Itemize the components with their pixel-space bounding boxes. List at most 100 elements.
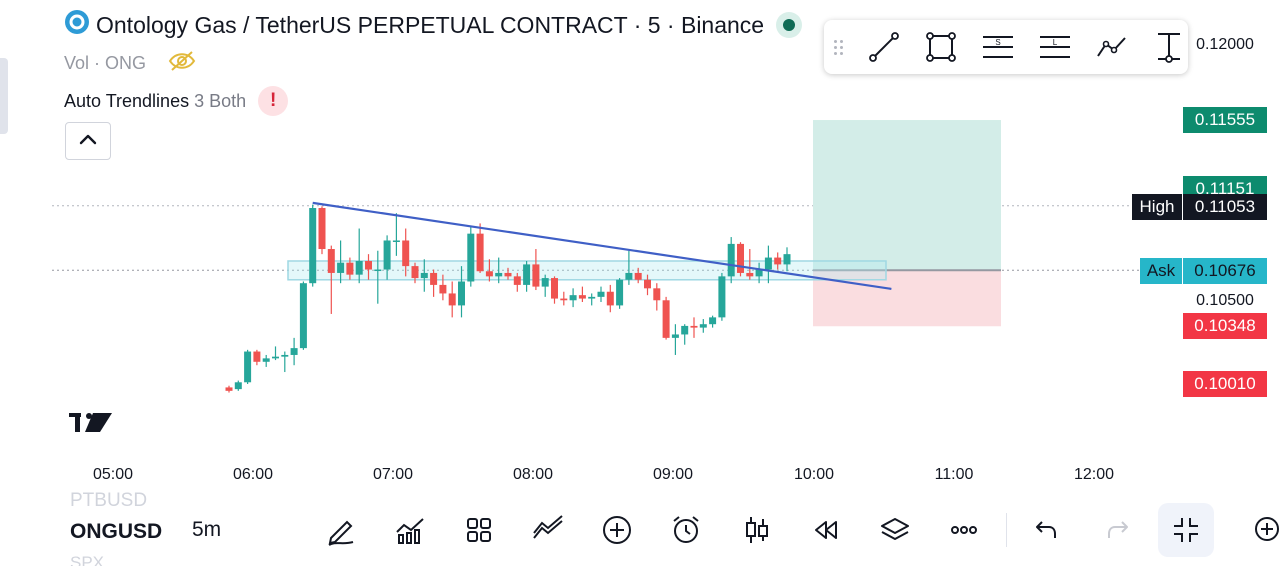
candle-body <box>690 325 698 328</box>
candle-body <box>467 233 475 282</box>
add-icon[interactable] <box>597 510 637 550</box>
candle-body <box>346 262 354 275</box>
interval-button[interactable]: 5m <box>192 518 222 541</box>
watchlist-prev-symbol[interactable]: PTBUSD <box>70 490 148 511</box>
candle-body <box>597 291 605 297</box>
candle-body <box>309 208 317 284</box>
candle-body <box>458 281 465 306</box>
high-tag: High <box>1132 194 1182 220</box>
symbol-title: Ontology Gas / TetherUS PERPETUAL CONTRA… <box>96 11 765 38</box>
candle-body <box>755 269 763 277</box>
fib-letter: S <box>995 38 1000 47</box>
candle-body <box>699 324 707 328</box>
candle-body <box>290 348 298 355</box>
measure-icon[interactable] <box>1150 28 1188 66</box>
candle-body <box>764 257 772 270</box>
fib-icon[interactable]: S <box>979 28 1017 66</box>
ask-price-label: 0.10676 <box>1183 258 1267 284</box>
candle-body <box>439 284 447 294</box>
layouts-icon[interactable] <box>459 510 499 550</box>
stop-price-label: 0.10348 <box>1183 313 1267 339</box>
trend-line-icon[interactable] <box>865 28 903 66</box>
candle-body <box>681 325 689 335</box>
time-tick: 06:00 <box>232 466 274 483</box>
profit-zone <box>813 120 1001 271</box>
candle-body <box>262 358 270 362</box>
ask-tag: Ask <box>1140 258 1182 284</box>
replay-icon[interactable] <box>806 510 846 550</box>
candle-body <box>411 266 419 279</box>
redo-icon[interactable] <box>1097 510 1137 550</box>
candle-body <box>634 272 642 280</box>
time-tick: 08:00 <box>512 466 554 483</box>
path-icon[interactable] <box>1093 28 1131 66</box>
side-panel-handle[interactable] <box>0 58 8 134</box>
level-letter: L <box>1053 38 1058 47</box>
candle-body <box>402 240 410 267</box>
more-icon[interactable] <box>944 510 984 550</box>
layers-icon[interactable] <box>875 510 915 550</box>
volume-label: Vol · ONG <box>64 53 147 73</box>
draw-icon[interactable] <box>321 510 361 550</box>
collapse-legend-button[interactable] <box>65 122 111 160</box>
candle-body <box>653 288 661 301</box>
candle-body <box>746 272 754 277</box>
candle-body <box>783 254 791 265</box>
candle-body <box>616 279 624 306</box>
indicator-legend[interactable]: Auto Trendlines 3 Both ! <box>64 86 289 116</box>
candle-body <box>365 260 372 270</box>
candle-body <box>532 264 540 287</box>
candle-body <box>671 334 679 338</box>
candle-body <box>551 278 558 299</box>
level-icon[interactable]: L <box>1036 28 1074 66</box>
candle-body <box>234 382 242 390</box>
candle-body <box>644 279 651 289</box>
candle-body <box>662 300 670 338</box>
bottom-toolbar: PTBUSD ONGUSD SPX 5m <box>0 490 1280 566</box>
candle-body <box>318 208 326 250</box>
candlestick-chart[interactable] <box>0 0 1280 496</box>
high-price-label: 0.11053 <box>1183 194 1267 220</box>
candle-body <box>560 298 568 301</box>
chart-type-icon[interactable] <box>737 510 777 550</box>
candle-body <box>327 249 335 273</box>
candle-body <box>513 276 521 285</box>
candle-body <box>244 351 252 383</box>
take-profit-price-label: 0.11555 <box>1183 107 1267 133</box>
undo-icon[interactable] <box>1027 510 1067 550</box>
candle-body <box>281 354 289 357</box>
candle-body <box>737 243 744 273</box>
collapse-icon[interactable] <box>1158 503 1214 557</box>
indicators-icon[interactable] <box>390 510 430 550</box>
candle-body <box>774 257 782 265</box>
candle-body <box>430 272 438 285</box>
candle-body <box>299 283 307 349</box>
watchlist-current-symbol[interactable]: ONGUSD <box>70 520 163 543</box>
rectangle-icon[interactable] <box>922 28 960 66</box>
drawing-toolbar: S L <box>824 20 1188 74</box>
candle-body <box>606 291 614 306</box>
error-alert-icon[interactable]: ! <box>258 86 289 116</box>
drag-handle-icon[interactable] <box>834 39 846 55</box>
low-price-label: 0.10010 <box>1183 371 1267 397</box>
watchlist-next-symbol[interactable]: SPX <box>70 553 105 566</box>
compare-icon[interactable] <box>528 510 568 550</box>
time-tick: 11:00 <box>934 466 974 483</box>
indicator-params: 3 Both <box>194 90 247 111</box>
candle-body <box>476 233 484 272</box>
symbol-header[interactable]: Ontology Gas / TetherUS PERPETUAL CONTRA… <box>64 9 803 41</box>
zoom-in-icon[interactable] <box>1252 514 1280 548</box>
time-tick: 09:00 <box>652 466 694 483</box>
alert-clock-icon[interactable] <box>666 510 706 550</box>
hidden-eye-icon[interactable] <box>168 50 196 77</box>
time-tick: 12:00 <box>1073 466 1115 483</box>
candle-body <box>337 262 345 273</box>
candle-body <box>541 278 549 287</box>
volume-legend: Vol · ONG <box>64 50 196 77</box>
time-tick: 05:00 <box>92 466 134 483</box>
candle-body <box>253 351 261 362</box>
auto-trendline <box>312 201 892 290</box>
candle-body <box>569 295 577 301</box>
toolbar-divider <box>1006 513 1007 547</box>
price-tick-10500: 0.10500 <box>1196 292 1254 309</box>
